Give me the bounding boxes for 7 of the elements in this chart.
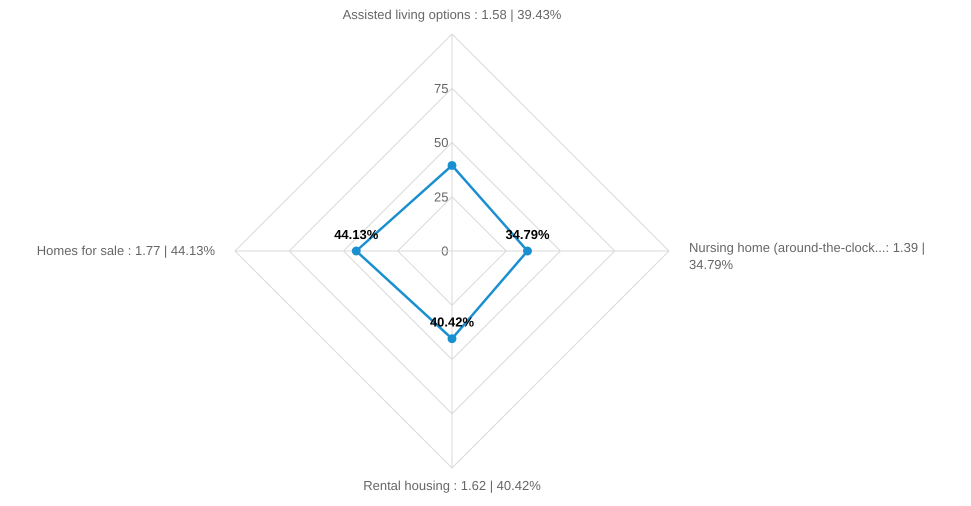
spoke-label: Assisted living options : 1.58 | 39.43% bbox=[342, 7, 562, 22]
y-tick-label: 25 bbox=[434, 189, 448, 204]
spoke-label: Homes for sale : 1.77 | 44.13% bbox=[36, 243, 216, 258]
spoke-label: Rental housing : 1.62 | 40.42% bbox=[363, 478, 542, 493]
y-tick-label: 75 bbox=[434, 80, 448, 96]
spoke-label: Nursing home (around-the-clock...: 1.39 | 34.79% bbox=[689, 240, 926, 272]
y-tick-label: 50 bbox=[434, 135, 448, 150]
